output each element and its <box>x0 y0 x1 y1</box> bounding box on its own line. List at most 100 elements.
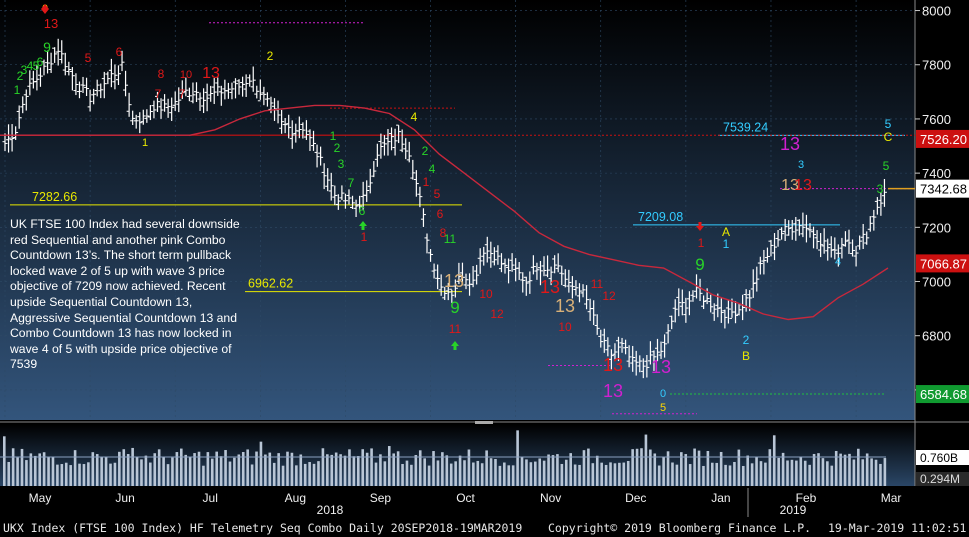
volume-bar <box>370 448 373 486</box>
volume-bar <box>260 442 263 486</box>
volume-bar <box>592 463 595 486</box>
volume-bar <box>499 466 502 486</box>
sequential-count: 13 <box>780 134 800 154</box>
sequential-count: 6 <box>116 45 123 59</box>
sequential-count: 1 <box>142 137 148 149</box>
volume-bar <box>738 450 741 486</box>
sequential-count: 4 <box>835 256 841 268</box>
volume-bar <box>702 466 705 486</box>
volume-bar <box>884 458 887 486</box>
x-tick-label: Jul <box>203 491 218 505</box>
volume-bar <box>180 449 183 486</box>
y-tick-label: 7400 <box>922 166 951 181</box>
sequential-count: 8 <box>158 67 165 81</box>
volume-bar <box>273 463 276 486</box>
volume-bar <box>16 458 19 486</box>
volume-bar <box>516 430 519 486</box>
volume-bar <box>830 466 833 486</box>
volume-bar <box>114 463 117 486</box>
volume-bar <box>813 454 816 486</box>
sequential-count: 7 <box>179 87 186 101</box>
volume-bar <box>109 464 112 486</box>
volume-bar <box>357 456 360 486</box>
volume-bar <box>220 456 223 486</box>
volume-bar <box>317 461 320 486</box>
sequential-count: 11 <box>444 232 457 246</box>
footer-timestamp: 19-Mar-2019 11:02:51 <box>828 521 966 535</box>
volume-bar <box>348 449 351 486</box>
volume-bar <box>468 450 471 486</box>
sequential-count: 9 <box>695 255 704 274</box>
volume-bar <box>530 462 533 486</box>
volume-bar <box>773 435 776 486</box>
y-tick-label: 8000 <box>922 4 951 19</box>
sequential-count: 13 <box>603 355 623 375</box>
volume-bar <box>662 457 665 486</box>
x-tick-label: Jan <box>711 491 730 505</box>
volume-bar <box>769 449 772 486</box>
volume-bar <box>494 459 497 486</box>
volume-bar <box>21 449 24 486</box>
sequential-count: 1 <box>14 83 21 97</box>
y-tick-label: 7600 <box>922 112 951 127</box>
footer-title: UKX Index (FTSE 100 Index) HF Telemetry … <box>3 521 522 535</box>
price-label: 7526.20 <box>920 132 967 147</box>
volume-bar <box>676 465 679 486</box>
sequential-count: 2 <box>743 333 750 347</box>
volume-bar <box>269 453 272 486</box>
volume-bar <box>684 454 687 486</box>
volume-bar <box>122 449 125 486</box>
volume-bar <box>746 456 749 486</box>
volume-bar <box>817 453 820 486</box>
volume-bar <box>623 463 626 486</box>
volume-bar <box>733 462 736 486</box>
volume-bar <box>238 454 241 486</box>
volume-bar <box>693 449 696 486</box>
volume-bar <box>822 458 825 486</box>
price-level-label: 7539.24 <box>723 120 768 134</box>
volume-bar <box>149 463 152 486</box>
price-label: 6584.68 <box>920 387 967 402</box>
volume-bar <box>808 465 811 486</box>
sequential-count: 1 <box>723 237 730 251</box>
sequential-count: 1 <box>698 236 705 250</box>
volume-bar <box>61 464 64 486</box>
volume-bar <box>304 464 307 486</box>
volume-bar <box>627 461 630 486</box>
x-tick-label: Jun <box>115 491 134 505</box>
sequential-count: 13 <box>444 271 464 291</box>
volume-bar <box>167 464 170 486</box>
sequential-count: 6 <box>359 204 366 218</box>
volume-bar <box>605 465 608 486</box>
sequential-count: 5 <box>85 51 92 65</box>
volume-bar <box>25 460 28 486</box>
volume-bar <box>472 463 475 486</box>
volume-tick-label: 0.294M <box>920 472 960 486</box>
volume-bar <box>322 448 325 486</box>
volume-bar <box>574 465 577 486</box>
sequential-count: 2 <box>422 144 429 158</box>
volume-bar <box>711 463 714 486</box>
volume-bar <box>74 450 77 486</box>
volume-bar <box>804 461 807 486</box>
volume-bar <box>587 449 590 486</box>
volume-bar <box>313 464 316 486</box>
volume-bar <box>556 454 559 486</box>
volume-bar <box>512 465 515 486</box>
volume-bar <box>375 463 378 486</box>
volume-bar <box>565 460 568 486</box>
volume-bar <box>861 459 864 486</box>
volume-bar <box>742 466 745 486</box>
sequential-count: 12 <box>490 307 504 321</box>
volume-bar <box>879 464 882 486</box>
volume-bar <box>463 460 466 486</box>
volume-bar <box>233 458 236 486</box>
volume-bar <box>127 454 130 486</box>
volume-bar <box>171 458 174 486</box>
volume-bar <box>547 455 550 486</box>
sequential-count: 6 <box>37 55 44 69</box>
year-label: 2019 <box>780 503 807 517</box>
sequential-count: 13 <box>202 65 220 82</box>
sequential-count: C <box>884 130 893 144</box>
volume-bar <box>415 455 418 486</box>
